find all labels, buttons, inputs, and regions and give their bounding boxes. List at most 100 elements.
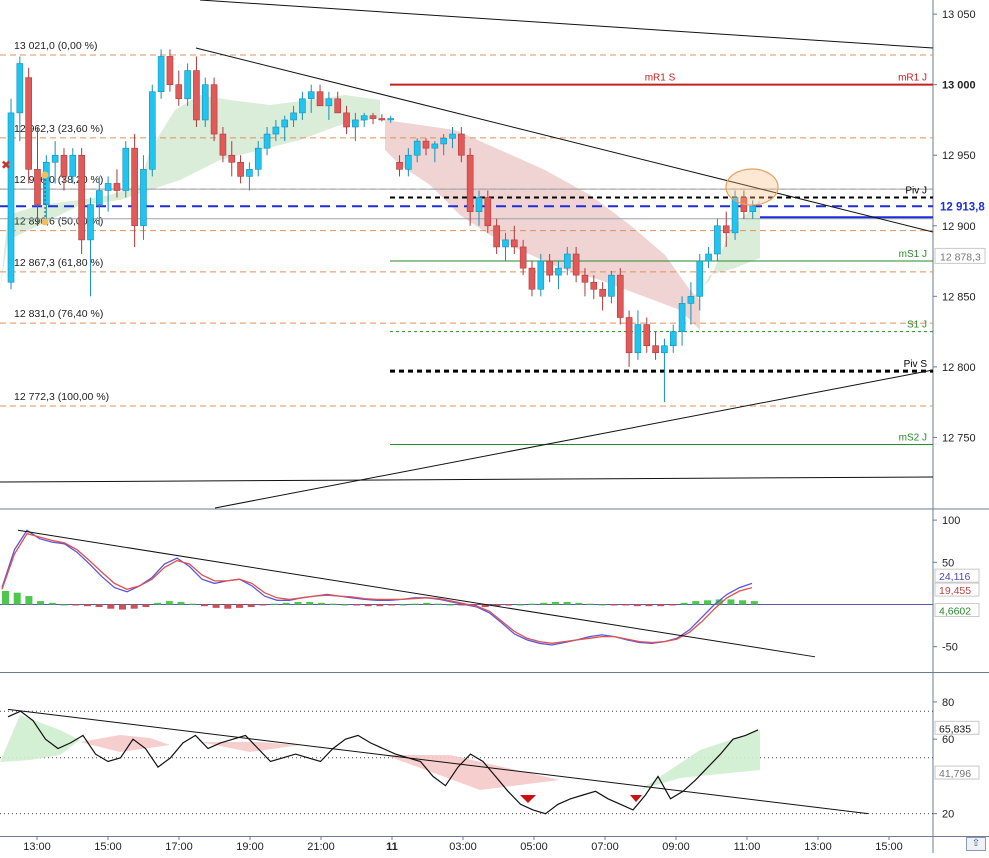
histogram-bar — [341, 604, 349, 606]
trendline — [0, 476, 934, 483]
y-tick-label: 80 — [942, 697, 954, 709]
candle-body — [246, 169, 253, 177]
rsi-fill-down — [200, 742, 300, 752]
histogram-bar — [680, 602, 688, 605]
scroll-button[interactable]: ⇧ — [966, 837, 986, 851]
histogram-bar — [610, 604, 618, 606]
candle-body — [511, 239, 518, 248]
candle-body — [563, 253, 571, 269]
oscillator-badge-label: 24,116 — [939, 571, 970, 583]
candle-body — [131, 147, 138, 227]
trendline — [195, 47, 934, 233]
histogram-bar — [563, 601, 571, 605]
histogram-bar — [95, 604, 103, 608]
candle-body — [643, 324, 651, 347]
candle-body — [458, 133, 465, 156]
trendline — [214, 369, 934, 509]
rsi-line — [7, 710, 759, 815]
histogram-bar — [423, 602, 431, 605]
envelope-area-up — [0, 95, 380, 290]
candle-body — [599, 288, 606, 297]
candle-body — [51, 154, 59, 163]
histogram-bar — [540, 602, 548, 605]
oscillator-badge-label: 4,6602 — [939, 606, 971, 618]
y-tick-label: -50 — [942, 642, 958, 654]
candle-body — [502, 239, 509, 248]
histogram-bar — [551, 601, 559, 605]
highlight-ellipse — [725, 168, 779, 206]
candle-body — [263, 133, 271, 149]
trendline — [199, 0, 934, 49]
pivot-level-label: Piv S — [904, 359, 928, 370]
candle-body — [96, 190, 103, 205]
price-badge-label: 12 878,3 — [940, 251, 981, 263]
envelope-area-down — [385, 120, 700, 330]
oscillator-line — [1, 532, 753, 644]
candle-body — [572, 253, 580, 276]
x-tick-label: 13:00 — [23, 841, 51, 853]
candle-body — [396, 161, 403, 170]
fib-anchor-point — [41, 171, 49, 179]
histogram-bar — [60, 604, 68, 606]
candle-body — [325, 98, 333, 107]
candle-body — [696, 260, 704, 297]
histogram-bar — [587, 603, 594, 605]
candle-body — [316, 91, 324, 107]
oscillator-badge-bg — [934, 568, 980, 583]
candle-body — [34, 169, 41, 205]
candle-body — [254, 147, 262, 170]
histogram-bar — [48, 602, 56, 605]
close-x-icon[interactable]: ✖ — [1, 158, 11, 172]
candle-body — [731, 197, 739, 234]
histogram-bar — [271, 603, 279, 605]
candle-body — [661, 345, 668, 354]
rsi-badge-label: 41,796 — [939, 768, 971, 780]
histogram-bar — [212, 604, 220, 608]
y-tick-label: 12 850 — [942, 291, 976, 303]
envelope-area-up — [690, 200, 760, 310]
histogram-bar — [317, 602, 325, 605]
candle-body — [343, 112, 350, 128]
histogram-bar — [493, 604, 501, 607]
histogram-bar — [294, 601, 302, 605]
candle-body — [493, 225, 500, 248]
histogram-bar — [505, 604, 513, 606]
candle-body — [219, 133, 227, 156]
histogram-bar — [657, 604, 665, 607]
histogram-bar — [259, 604, 267, 606]
x-tick-label: 11 — [386, 841, 398, 853]
histogram-bar — [399, 604, 407, 606]
candle-body — [148, 91, 156, 170]
candle-body — [687, 296, 695, 304]
fib-level-label: 13 021,0 (0,00 %) — [14, 40, 97, 52]
candle-body — [360, 115, 368, 121]
candle-body — [634, 324, 642, 354]
candle-body — [210, 84, 218, 135]
candle-body — [590, 281, 598, 290]
histogram-bar — [177, 601, 185, 605]
candle-body — [307, 91, 315, 100]
y-tick-label: 12 800 — [942, 362, 976, 374]
candle-body — [175, 84, 183, 100]
candle-body — [369, 115, 377, 119]
histogram-bar — [37, 601, 45, 605]
pivot-level-label: mS1 J — [899, 249, 927, 260]
histogram-bar — [446, 604, 454, 606]
histogram-bar — [750, 601, 758, 605]
fib-level-label: 12 772,3 (100,00 %) — [14, 391, 109, 403]
candle-body — [352, 119, 359, 128]
histogram-bar — [715, 599, 723, 605]
candle-body — [272, 126, 280, 135]
pivot-level-label: mR1 S — [645, 73, 676, 84]
histogram-bar — [25, 596, 33, 605]
rsi-fill-down — [385, 755, 560, 790]
rsi-fill-up — [640, 730, 760, 790]
histogram-bar — [189, 603, 197, 605]
candle-body — [608, 274, 615, 297]
histogram-bar — [528, 603, 536, 605]
x-tick-label: 21:00 — [307, 841, 335, 853]
x-tick-label: 17:00 — [165, 841, 193, 853]
candle-body — [625, 317, 633, 354]
